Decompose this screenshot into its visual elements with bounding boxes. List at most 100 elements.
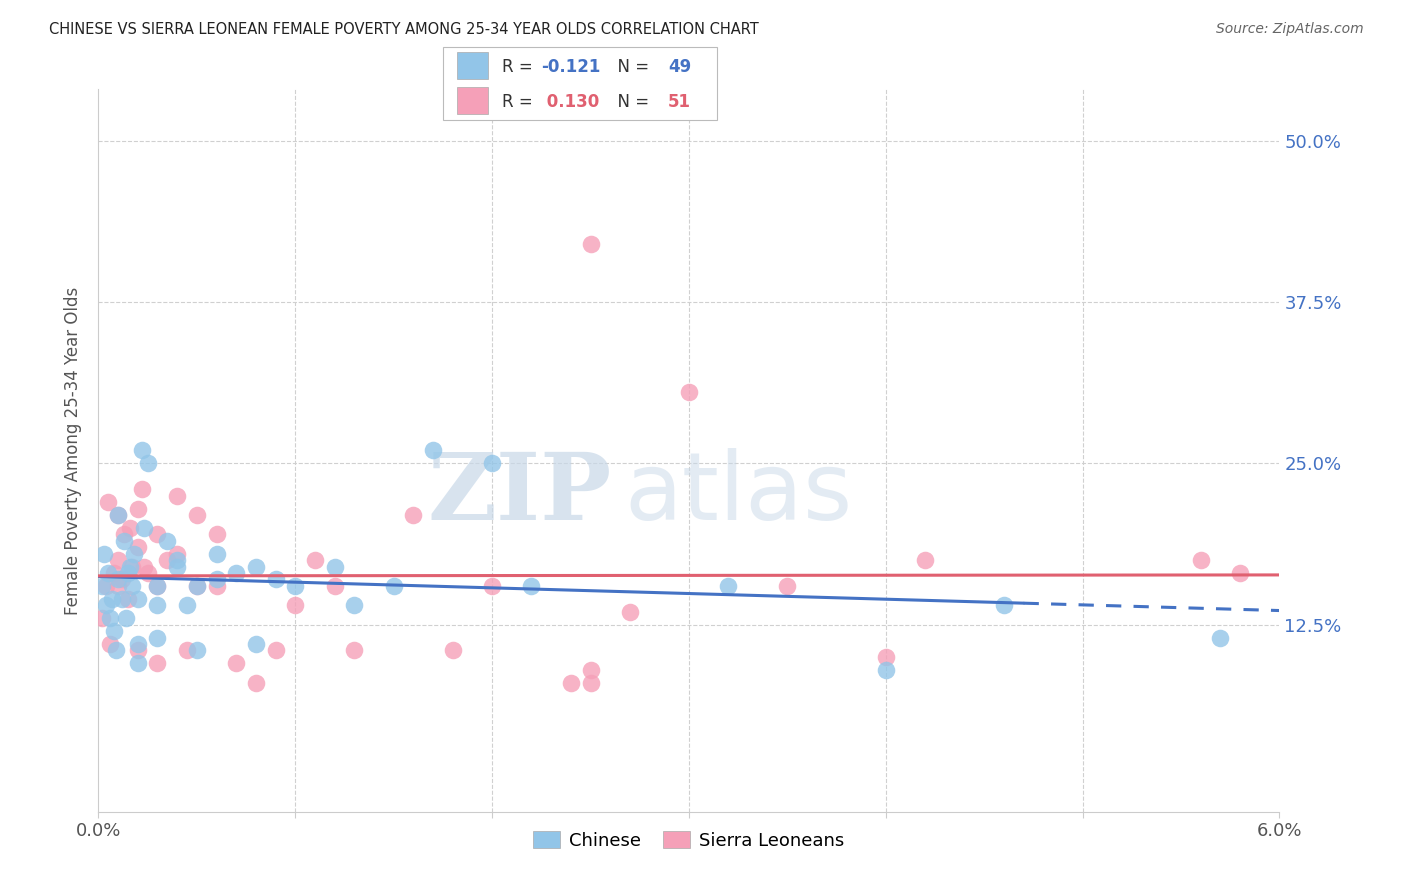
Point [131, 482, 153, 496]
Point [121, 579, 143, 593]
Text: 51: 51 [668, 93, 690, 112]
Point [205, 547, 228, 561]
Point [136, 566, 159, 580]
Point [176, 643, 198, 657]
Point [343, 599, 366, 613]
Point [127, 591, 149, 606]
Point [111, 591, 134, 606]
Text: -0.121: -0.121 [541, 58, 600, 76]
Point [225, 657, 247, 671]
Point [205, 573, 228, 587]
Text: Source: ZipAtlas.com: Source: ZipAtlas.com [1216, 22, 1364, 37]
Point [993, 599, 1015, 613]
Point [146, 527, 169, 541]
Point [127, 540, 149, 554]
Text: CHINESE VS SIERRA LEONEAN FEMALE POVERTY AMONG 25-34 YEAR OLDS CORRELATION CHART: CHINESE VS SIERRA LEONEAN FEMALE POVERTY… [49, 22, 759, 37]
Point [225, 566, 247, 580]
Point [678, 385, 700, 400]
Point [1229, 566, 1251, 580]
Text: 0.130: 0.130 [541, 93, 599, 112]
Point [441, 643, 464, 657]
Point [422, 443, 444, 458]
Point [343, 643, 366, 657]
Point [579, 663, 602, 677]
Text: N =: N = [607, 93, 655, 112]
Text: 49: 49 [668, 58, 692, 76]
Point [156, 533, 179, 548]
Point [118, 559, 141, 574]
Point [107, 508, 129, 522]
Point [91, 611, 114, 625]
Point [97, 566, 120, 580]
Point [914, 553, 936, 567]
Point [264, 573, 287, 587]
Point [166, 553, 188, 567]
Point [1189, 553, 1212, 567]
Point [875, 663, 897, 677]
Point [264, 643, 287, 657]
Point [619, 605, 641, 619]
Point [103, 566, 125, 580]
Point [186, 579, 208, 593]
Point [166, 559, 188, 574]
Point [131, 443, 153, 458]
Point [205, 527, 228, 541]
Point [121, 559, 143, 574]
Point [146, 631, 169, 645]
Point [122, 547, 145, 561]
Point [101, 591, 124, 606]
Point [156, 553, 179, 567]
Point [127, 637, 149, 651]
Text: R =: R = [502, 93, 538, 112]
Point [520, 579, 543, 593]
Point [323, 579, 346, 593]
Text: ZIP: ZIP [427, 449, 612, 539]
Point [146, 579, 169, 593]
Point [481, 456, 503, 470]
Point [96, 579, 118, 593]
Point [304, 553, 326, 567]
Point [97, 495, 120, 509]
Point [176, 599, 198, 613]
Point [117, 591, 139, 606]
Point [402, 508, 425, 522]
Point [118, 521, 141, 535]
Point [186, 643, 208, 657]
Point [98, 637, 121, 651]
Point [166, 489, 188, 503]
Point [284, 579, 307, 593]
Point [382, 579, 405, 593]
Point [284, 599, 307, 613]
Point [127, 657, 149, 671]
Point [481, 579, 503, 593]
Point [579, 237, 602, 252]
Point [105, 643, 128, 657]
Point [93, 547, 115, 561]
Legend: Chinese, Sierra Leoneans: Chinese, Sierra Leoneans [526, 823, 852, 857]
Point [146, 599, 169, 613]
Point [107, 553, 129, 567]
Point [717, 579, 740, 593]
Point [98, 611, 121, 625]
Point [146, 657, 169, 671]
Point [112, 533, 135, 548]
Point [323, 559, 346, 574]
Point [1209, 631, 1232, 645]
Point [205, 579, 228, 593]
Point [103, 624, 125, 639]
Point [117, 566, 139, 580]
Point [112, 527, 135, 541]
Point [776, 579, 799, 593]
Point [186, 579, 208, 593]
Point [875, 649, 897, 664]
Point [579, 675, 602, 690]
Point [132, 521, 155, 535]
Point [107, 573, 129, 587]
Point [91, 579, 114, 593]
Point [245, 675, 267, 690]
Point [132, 559, 155, 574]
Point [107, 508, 129, 522]
Point [107, 579, 129, 593]
Point [146, 579, 169, 593]
Point [136, 456, 159, 470]
